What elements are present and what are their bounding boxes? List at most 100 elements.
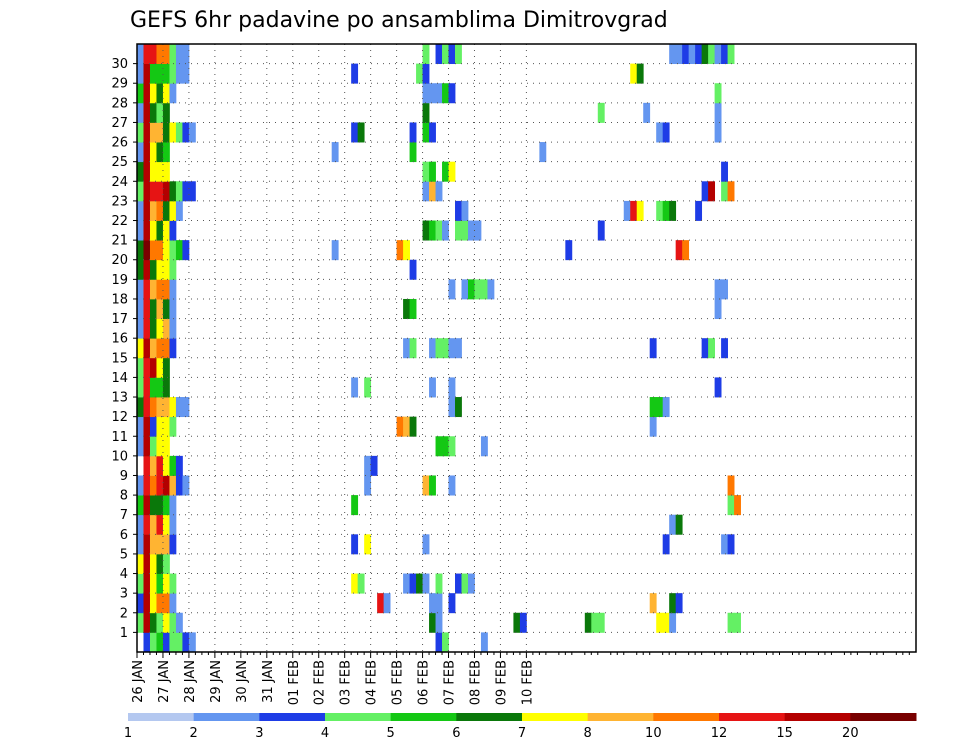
heatmap-cell [539,142,547,163]
heatmap-cell [162,279,170,300]
y-tick-label: 7 [120,508,128,523]
heatmap-cell [480,632,488,653]
x-tick-label: 02 FEB [313,660,328,705]
heatmap-cell [156,534,164,555]
heatmap-cell [143,200,151,221]
heatmap-cell [727,181,735,202]
legend-label: 10 [645,726,662,741]
heatmap-cell [480,436,488,457]
heatmap-cell [429,338,436,359]
heatmap-cell [162,161,170,182]
heatmap-cell [175,181,183,202]
heatmap-cell [169,475,177,496]
heatmap-cell [331,142,339,163]
heatmap-cell [448,338,456,359]
heatmap-cell [448,475,456,496]
heatmap-cell [409,298,417,319]
heatmap-cell [429,83,436,104]
heatmap-cell [175,455,183,476]
y-tick-label: 14 [111,371,128,386]
heatmap-cell [727,495,735,516]
heatmap-cell [175,632,183,653]
heatmap-cell [422,102,430,123]
heatmap-cell [156,220,164,241]
legend-label: 3 [255,726,263,741]
heatmap-cell [461,220,469,241]
heatmap-cell [422,534,430,555]
heatmap-cell [169,200,177,221]
heatmap-cell [169,593,177,614]
heatmap-cell [636,200,644,221]
heatmap-cell [175,240,183,261]
heatmap-cell [461,200,469,221]
heatmap-cell [584,612,592,633]
heatmap-cell [182,122,190,143]
heatmap-cell [156,83,164,104]
heatmap-cell [175,122,183,143]
heatmap-cell [364,475,372,496]
heatmap-cell [422,181,430,202]
heatmap-cell [149,102,157,123]
y-tick-label: 11 [111,430,128,445]
y-tick-label: 24 [111,175,128,190]
heatmap-cell [149,553,157,574]
heatmap-cell [169,338,177,359]
heatmap-cell [149,436,157,457]
heatmap-cell [143,534,151,555]
heatmap-cell [137,416,144,437]
heatmap-cell [137,377,144,398]
legend-swatch [259,713,326,721]
heatmap-cell [669,612,677,633]
heatmap-cell [162,338,170,359]
y-tick-label: 23 [111,194,128,209]
heatmap-cell [143,122,151,143]
heatmap-cell [137,397,144,418]
heatmap-cell [721,338,728,359]
y-tick-label: 22 [111,214,128,229]
heatmap-cell [137,338,144,359]
heatmap-cell [137,495,144,516]
legend-label: 12 [711,726,728,741]
heatmap-cell [630,63,638,84]
y-tick-label: 17 [111,312,128,327]
heatmap-cell [143,63,151,84]
heatmap-cell [149,279,157,300]
x-tick-label: 09 FEB [494,660,509,705]
dotted-grid [137,44,916,652]
heatmap-cell [721,279,728,300]
heatmap-cell [409,122,417,143]
heatmap-cell [143,455,151,476]
legend-swatch [719,713,786,721]
heatmap-cell [143,220,151,241]
heatmap-cell [331,240,339,261]
x-tick-label: 27 JAN [157,660,172,703]
heatmap-cell [597,102,605,123]
heatmap-cell [662,397,670,418]
heatmap-cell [409,416,417,437]
heatmap-cell [162,44,170,65]
heatmap-cell [591,612,599,633]
legend-swatch [193,713,260,721]
y-axis: 1234567891011121314151617181920212223242… [111,57,137,641]
heatmap-cell [156,514,164,535]
heatmap-cell [727,44,735,65]
heatmap-cell [721,181,728,202]
heatmap-cell [137,357,144,378]
heatmap-cell [143,495,151,516]
heatmap-cell [149,63,157,84]
y-tick-label: 2 [120,606,128,621]
heatmap-cell [137,534,144,555]
heatmap-cell [156,122,164,143]
heatmap-cell [662,612,670,633]
y-tick-label: 29 [111,77,128,92]
heatmap-cell [156,397,164,418]
x-tick-label: 04 FEB [365,660,380,705]
heatmap-cell [649,593,657,614]
heatmap-cell [143,298,151,319]
heatmap-cell [656,122,664,143]
heatmap-cell [162,534,170,555]
heatmap-cell [448,436,456,457]
y-tick-label: 12 [111,410,128,425]
heatmap-cell [351,377,359,398]
x-tick-label: 08 FEB [468,660,483,705]
